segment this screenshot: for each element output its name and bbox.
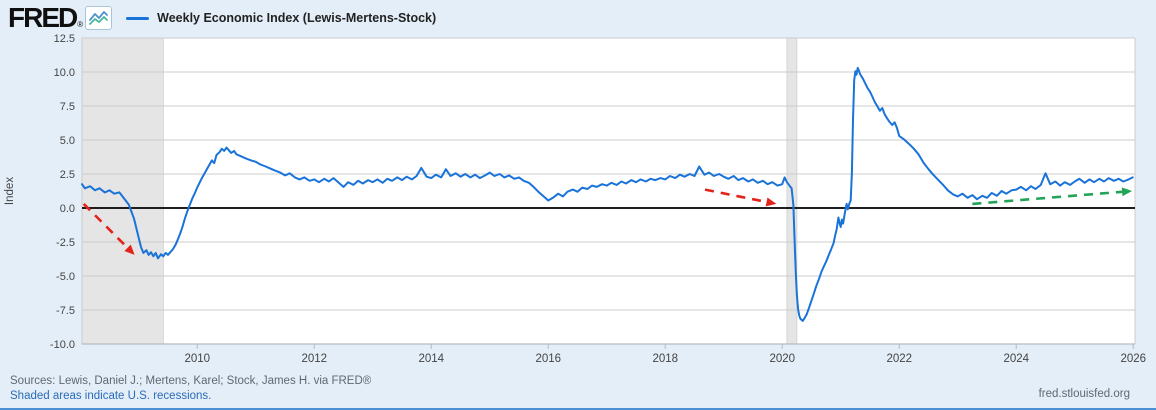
x-tick-label: 2024 (1003, 353, 1029, 365)
y-tick-label: -10.0 (50, 339, 75, 351)
wei-line-chart: 12.5 10.0 7.5 5.0 2.5 0.0 -2.5 -5.0 -7.5 -10.0 201… (4, 33, 1146, 365)
wei-data-line (81, 66, 1134, 322)
green-uptrend-arrow-2023-2026-head (1121, 187, 1133, 197)
x-tick-label: 2026 (1120, 353, 1146, 365)
legend-item: Weekly Economic Index (Lewis-Mertens-Sto… (126, 11, 436, 25)
x-tick-label: 2014 (418, 353, 444, 365)
y-tick-label: -7.5 (56, 305, 75, 317)
x-tick-label: 2012 (301, 353, 327, 365)
legend-line-swatch (126, 16, 150, 20)
x-tick-label: 2016 (535, 353, 561, 365)
y-tick-label: -5.0 (56, 271, 75, 283)
recessions-link[interactable]: Shaded areas indicate U.S. recessions. (10, 390, 212, 402)
y-tick-label: 7.5 (60, 101, 75, 113)
red-decline-arrow-2008 (82, 203, 130, 251)
y-tick-label: 10.0 (54, 67, 75, 79)
fred-logo-registered-mark: ® (77, 20, 84, 29)
y-axis-title: Index (4, 177, 16, 205)
x-tick-label: 2018 (652, 353, 678, 365)
site-url-text: fred.stlouisfed.org (1038, 388, 1130, 400)
plot-area (82, 38, 1135, 344)
y-tick-label: 2.5 (60, 169, 75, 181)
bottom-border (0, 408, 1156, 410)
x-tick-label: 2010 (184, 353, 210, 365)
red-decline-arrow-2019 (704, 188, 769, 204)
y-tick-label: -2.5 (56, 237, 75, 249)
x-tick-label: 2020 (769, 353, 795, 365)
y-tick-label: 5.0 (60, 135, 75, 147)
red-decline-arrow-2008-head (124, 244, 135, 255)
y-tick-label: 12.5 (54, 33, 75, 45)
fred-sparkline-icon (85, 6, 113, 30)
sources-text: Sources: Lewis, Daniel J.; Mertens, Kare… (10, 375, 372, 387)
chart-header: FRED ® Weekly Economic Index (Lewis-Mert… (8, 3, 436, 33)
x-tick-label: 2022 (886, 353, 912, 365)
legend-label: Weekly Economic Index (Lewis-Mertens-Sto… (157, 11, 437, 25)
fred-logo: FRED (8, 2, 78, 33)
y-tick-label: 0.0 (60, 203, 75, 215)
red-decline-arrow-2019-head (765, 197, 777, 207)
